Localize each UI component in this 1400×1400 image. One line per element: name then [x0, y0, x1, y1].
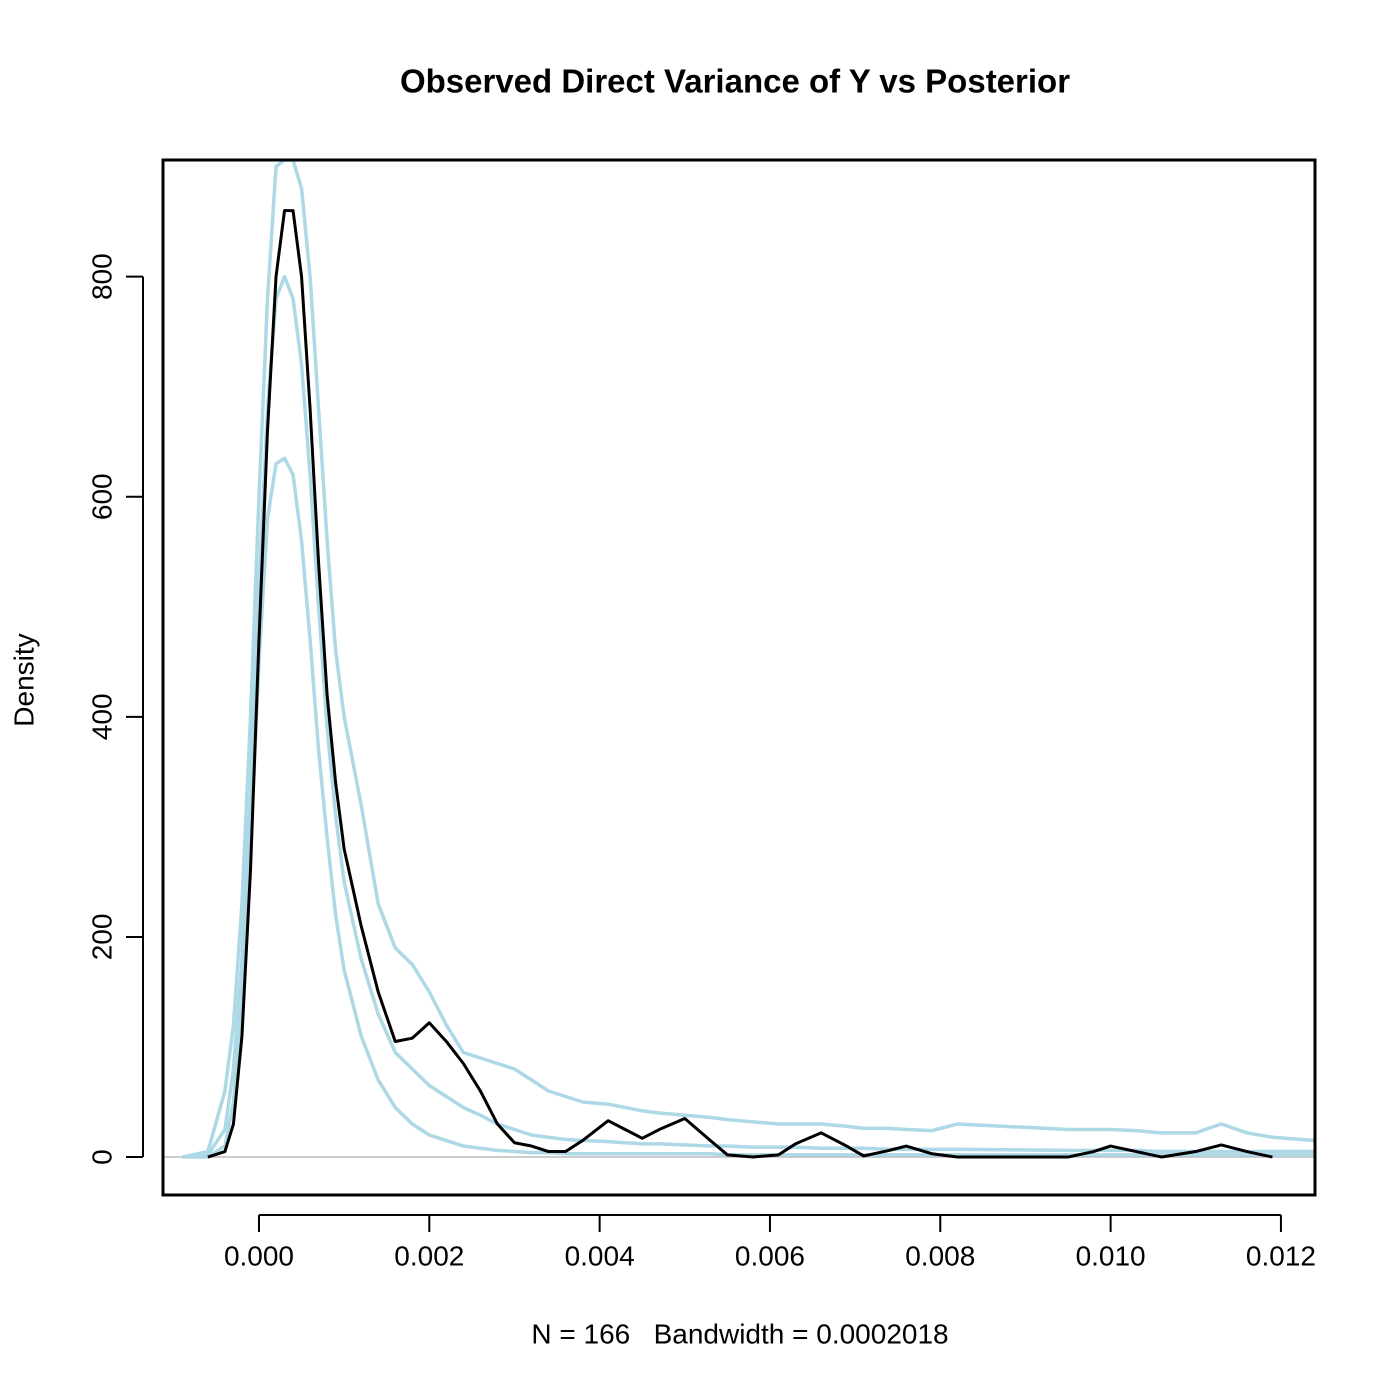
- y-axis-label: Density: [8, 633, 39, 726]
- y-tick-label: 0: [86, 1149, 117, 1165]
- x-tick-label: 0.000: [224, 1240, 294, 1271]
- posterior-density-line: [181, 160, 1315, 1159]
- y-tick-label: 400: [86, 693, 117, 740]
- plot-frame: [161, 158, 1317, 1197]
- y-tick-label: 200: [86, 914, 117, 961]
- x-tick-label: 0.004: [565, 1240, 635, 1271]
- posterior-density-line: [182, 274, 1315, 1159]
- x-tick-label: 0.002: [394, 1240, 464, 1271]
- observed-density-line: [207, 209, 1273, 1159]
- x-tick-label: 0.010: [1076, 1240, 1146, 1271]
- y-tick-label: 600: [86, 473, 117, 520]
- y-tick-label: 800: [86, 253, 117, 300]
- x-axis-label: N = 166 Bandwidth = 0.0002018: [531, 1318, 948, 1349]
- x-tick-label: 0.006: [735, 1240, 805, 1271]
- posterior-density-line: [182, 456, 1315, 1159]
- chart-title: Observed Direct Variance of Y vs Posteri…: [400, 63, 1070, 100]
- plot-area: [163, 160, 1315, 1159]
- x-tick-label: 0.012: [1246, 1240, 1316, 1271]
- x-tick-label: 0.008: [905, 1240, 975, 1271]
